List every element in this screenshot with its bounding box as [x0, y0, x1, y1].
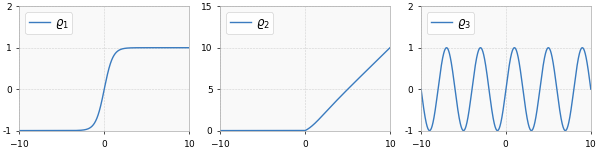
Legend: $\varrho_2$: $\varrho_2$: [226, 12, 273, 34]
Legend: $\varrho_3$: $\varrho_3$: [427, 12, 474, 34]
Legend: $\varrho_1$: $\varrho_1$: [25, 12, 73, 34]
